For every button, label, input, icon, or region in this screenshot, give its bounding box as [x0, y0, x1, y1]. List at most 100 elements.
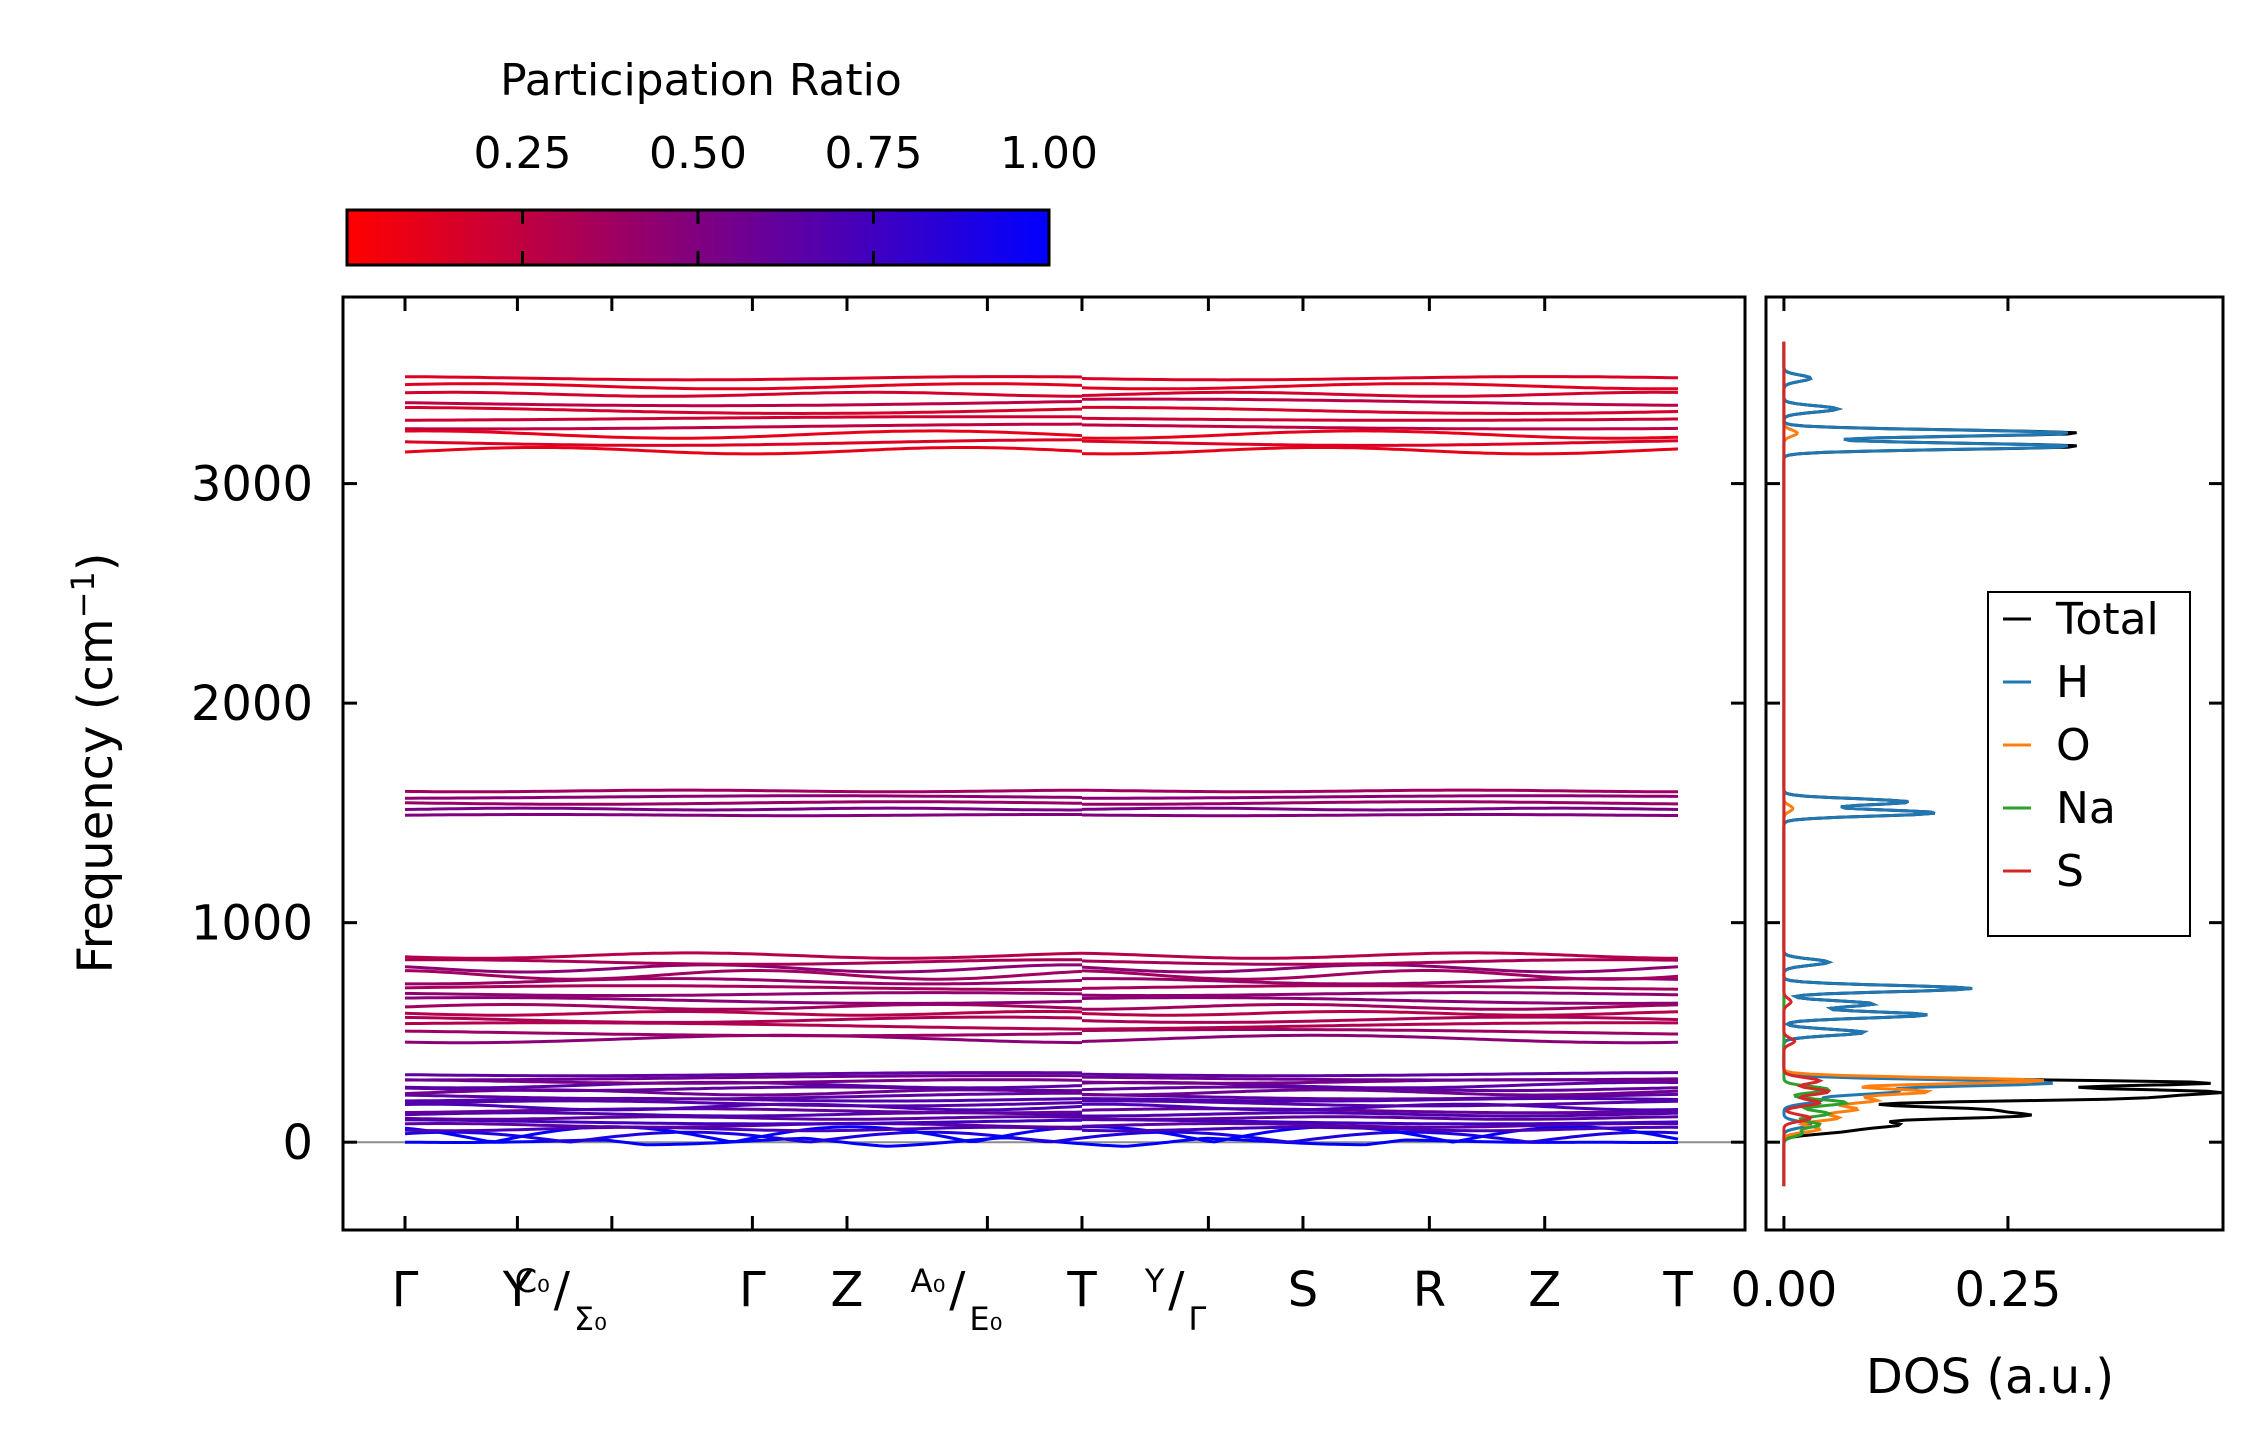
kpoint-label: R: [1413, 1262, 1446, 1318]
phonon-bands: [404, 375, 1679, 1148]
y-axis-label: Frequency (cm−1): [64, 552, 124, 973]
phonon-band: [1081, 996, 1679, 1005]
phonon-band: [1081, 1015, 1679, 1024]
phonon-band: [1082, 1099, 1679, 1108]
phonon-band: [404, 813, 1082, 818]
phonon-band: [1081, 1028, 1678, 1036]
dos-ticks: 0.00 0.25: [1730, 297, 2061, 1318]
phonon-band: [1081, 1115, 1679, 1121]
kpoint-label-main: Γ: [739, 1262, 766, 1318]
dos-x-tick-label: 0.25: [1955, 1262, 2062, 1318]
phonon-band: [1081, 969, 1679, 981]
phonon-band: [1081, 382, 1678, 391]
phonon-band: [404, 1122, 1082, 1129]
band-axes-frame: [341, 295, 1747, 1232]
phonon-band: [405, 794, 1083, 800]
phonon-band: [1081, 446, 1679, 456]
phonon-band: [1081, 806, 1679, 812]
dos-axes-frame: [1764, 295, 2225, 1232]
phonon-band: [405, 958, 1082, 966]
phonon-band: [1082, 405, 1679, 415]
phonon-band: [405, 422, 1082, 431]
phonon-band: [405, 996, 1083, 1005]
phonon-band: [1082, 1071, 1678, 1078]
colorbar-tick-labels: 0.25 0.50 0.75 1.00: [474, 128, 1098, 179]
phonon-band: [404, 984, 1082, 992]
phonon-band: [404, 382, 1083, 391]
y-tick-label: 1000: [191, 896, 313, 952]
phonon-band: [404, 1118, 1082, 1126]
kpoint-label: T: [1662, 1262, 1693, 1318]
colorbar-tick-label: 0.25: [474, 128, 572, 179]
phonon-band: [405, 406, 1083, 415]
kpoint-label: C₀/Σ₀: [515, 1262, 607, 1338]
phonon-band: [404, 1010, 1083, 1017]
phonon-band: [1082, 788, 1678, 794]
phonon-band: [404, 991, 1083, 998]
dos-x-tick-label: 0.00: [1730, 1262, 1837, 1318]
phonon-band: [1081, 991, 1679, 998]
phonon-band: [405, 1074, 1082, 1082]
colorbar-tick-label: 1.00: [1000, 128, 1098, 179]
colorbar: Participation Ratio 0.25 0.50 0.75 1.00: [345, 55, 1098, 267]
phonon-band: [1081, 1010, 1679, 1017]
phonon-band: [1081, 1092, 1679, 1101]
phonon-band: [404, 1125, 1083, 1133]
kpoint-label: Z: [831, 1262, 864, 1318]
phonon-band: [1081, 375, 1679, 382]
kpoint-label-to: E₀: [969, 1300, 1002, 1338]
phonon-band: [1081, 439, 1679, 447]
kpoint-label-from: Y: [1144, 1262, 1165, 1300]
phonon-band: [1082, 794, 1678, 800]
kpoint-label-slash: /: [554, 1262, 571, 1318]
colorbar-tick-label: 0.50: [649, 128, 747, 179]
kpoint-labels: Γ YC₀/Σ₀Γ Z A₀/E₀T Y/ΓS R Z T: [392, 1262, 1694, 1338]
y-tick-label: 0: [282, 1115, 313, 1171]
kpoint-label-slash: /: [1168, 1262, 1185, 1318]
phonon-band: [1081, 1088, 1679, 1097]
phonon-band: [1082, 1111, 1679, 1118]
phonon-band: [1082, 429, 1679, 440]
phonon-band: [404, 390, 1082, 398]
phonon-band: [1082, 397, 1679, 407]
kpoint-label: S: [1288, 1262, 1318, 1318]
phonon-band: [1082, 813, 1678, 818]
phonon-band: [1081, 423, 1679, 431]
phonon-band: [404, 1021, 1082, 1031]
phonon-band: [404, 1115, 1083, 1121]
phonon-band: [405, 429, 1083, 440]
dos-curve-na: [1782, 341, 1851, 1187]
phonon-band: [404, 951, 1083, 960]
phonon-band: [1081, 1033, 1679, 1045]
phonon-band: [1081, 390, 1678, 398]
legend-label: Na: [2056, 783, 2116, 834]
colorbar-ticks: [521, 210, 875, 265]
kpoint-label: Γ: [392, 1262, 419, 1318]
phonon-band: [404, 1125, 1083, 1144]
phonon-band: [404, 800, 1083, 806]
phonon-band: [1081, 1125, 1679, 1133]
phonon-band: [404, 399, 1083, 408]
phonon-band: [404, 969, 1083, 981]
phonon-band: [1081, 1107, 1679, 1115]
kpoint-label: Y: [502, 1262, 533, 1318]
kpoint-label: Z: [1528, 1262, 1561, 1318]
dos-x-axis-label: DOS (a.u.): [1866, 1349, 2114, 1405]
phonon-band: [1082, 1003, 1679, 1011]
kpoint-label: A₀/E₀: [911, 1262, 1003, 1338]
kpoint-label-slash: /: [949, 1262, 966, 1318]
kpoint-label-main: T: [1066, 1262, 1097, 1318]
phonon-band: [1081, 1096, 1679, 1103]
colorbar-tick-label: 0.75: [825, 128, 923, 179]
legend-frame: [1987, 591, 2191, 937]
dos-legend: Total HO Na S: [1987, 591, 2191, 937]
kpoint-label-main: Y: [502, 1262, 533, 1318]
kpoint-label-main: Γ: [392, 1262, 419, 1318]
phonon-band: [1081, 1021, 1678, 1031]
phonon-band: [404, 1003, 1083, 1011]
kpoint-label-main: T: [1662, 1262, 1693, 1318]
phonon-band: [404, 446, 1083, 456]
kpoint-label-main: Z: [1528, 1262, 1561, 1318]
